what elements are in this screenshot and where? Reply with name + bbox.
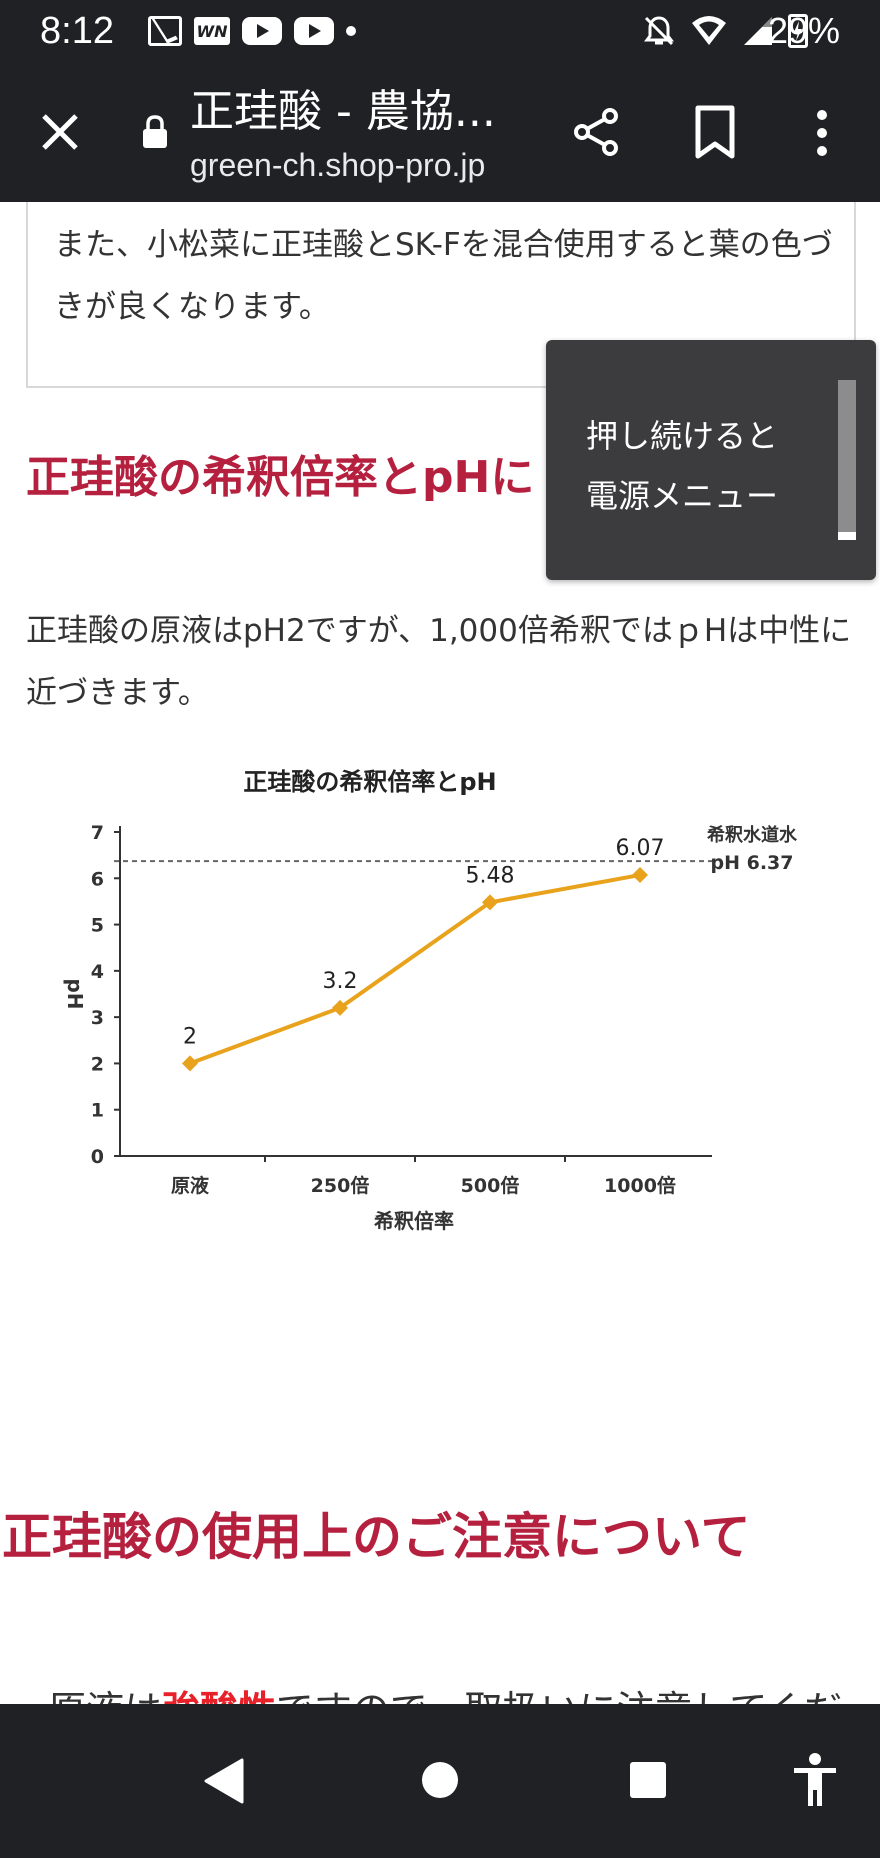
ph-dilution-chart: 正珪酸の希釈倍率とpH 0 1 2 3 4 5 6 7 原液 250倍 500倍 1000倍 希釈水道… — [63, 768, 798, 1233]
data-label: 5.48 — [466, 863, 515, 888]
youtube-icon — [294, 17, 334, 45]
y-tick-label: 5 — [91, 915, 104, 937]
y-tick-label: 1 — [91, 1100, 104, 1122]
power-button-indicator — [838, 380, 856, 540]
y-tick-label: 0 — [91, 1146, 104, 1168]
y-tick-label: 7 — [91, 822, 104, 844]
y-axis-label: pH — [63, 978, 87, 1009]
chart-plot-area: 0 1 2 3 4 5 6 7 原液 250倍 500倍 1000倍 — [91, 822, 712, 1197]
tooltip-line-2: 電源メニュー — [586, 477, 779, 515]
bullet-rest: ですので、取扱いに注意してくだ — [276, 1688, 842, 1704]
more-options-icon[interactable] — [808, 108, 836, 158]
data-point — [482, 894, 498, 911]
chart-title: 正珪酸の希釈倍率とpH — [243, 768, 496, 796]
battery-charging-icon — [788, 14, 808, 48]
x-tick-label: 250倍 — [311, 1174, 370, 1197]
recents-icon[interactable] — [628, 1760, 668, 1800]
signal-icon — [744, 17, 772, 45]
y-tick-label: 3 — [91, 1007, 104, 1029]
accessibility-icon[interactable] — [790, 1752, 840, 1808]
close-icon[interactable] — [36, 108, 84, 156]
bullet-emphasis: 強酸性 — [162, 1688, 276, 1704]
wn-icon: WN — [194, 17, 230, 45]
wifi-icon — [692, 16, 726, 45]
home-icon[interactable] — [420, 1760, 460, 1800]
navigation-bar — [0, 1704, 880, 1858]
share-icon[interactable] — [570, 106, 622, 158]
status-notification-icons: WN — [148, 12, 356, 50]
back-icon[interactable] — [202, 1756, 248, 1806]
section-heading-dilution: 正珪酸の希釈倍率とpHに — [26, 452, 535, 503]
page-title[interactable]: 正珪酸 - 農協... — [190, 86, 496, 137]
tooltip-line-1: 押し続けると — [586, 417, 779, 455]
intro-paragraph: 正珪酸の原液はpH2ですが、1,000倍希釈ではｐHは中性に近づきます。 — [26, 613, 852, 711]
battery-percentage: 29% — [767, 10, 840, 51]
reference-label-line-1: 希釈水道水 — [707, 824, 798, 846]
tooltip-text: 押し続けると 電源メニュー — [586, 406, 778, 526]
x-tick-label: 500倍 — [461, 1174, 520, 1197]
y-tick-label: 6 — [91, 868, 104, 890]
data-label: 6.07 — [616, 836, 665, 861]
page-url[interactable]: green-ch.shop-pro.jp — [190, 147, 486, 183]
bullet-prefix: ・原液は — [10, 1688, 162, 1704]
youtube-icon — [242, 17, 282, 45]
data-label: 3.2 — [323, 969, 358, 994]
series-line — [189, 873, 641, 1066]
y-tick-label: 4 — [91, 961, 104, 983]
x-axis-label: 希釈倍率 — [374, 1209, 454, 1233]
x-tick-label: 原液 — [171, 1174, 210, 1197]
dot-icon — [346, 26, 356, 36]
status-time: 8:12 — [40, 10, 114, 52]
x-tick-label: 1000倍 — [604, 1174, 676, 1197]
status-system-icons — [642, 12, 808, 50]
data-point — [332, 999, 348, 1016]
bookmark-icon[interactable] — [692, 104, 738, 160]
status-bar: 8:12 WN 29% — [0, 0, 880, 62]
mail-icon — [148, 16, 182, 46]
y-tick-label: 2 — [91, 1053, 104, 1075]
browser-toolbar: 正珪酸 - 農協... green-ch.shop-pro.jp — [0, 62, 880, 202]
bell-off-icon — [644, 16, 674, 46]
section-heading-precautions: 正珪酸の使用上のご注意について — [2, 1508, 751, 1566]
precaution-bullet: ・原液は強酸性ですので、取扱いに注意してくだ — [10, 1680, 842, 1704]
ph-series: 2 3.2 5.48 6.07 — [182, 836, 665, 1072]
data-point — [632, 867, 648, 884]
data-label: 2 — [183, 1024, 197, 1049]
reference-label-line-2: pH 6.37 — [711, 852, 794, 874]
reference-line-group: 希釈水道水 pH 6.37 — [114, 824, 798, 874]
power-menu-tooltip: 押し続けると 電源メニュー — [546, 340, 876, 580]
lock-icon[interactable] — [140, 114, 170, 150]
data-point — [182, 1055, 198, 1072]
info-text: また、小松菜に正珪酸とSK-Fを混合使用すると葉の色づきが良くなります。 — [54, 227, 833, 325]
info-box: また、小松菜に正珪酸とSK-Fを混合使用すると葉の色づきが良くなります。 — [26, 202, 856, 388]
